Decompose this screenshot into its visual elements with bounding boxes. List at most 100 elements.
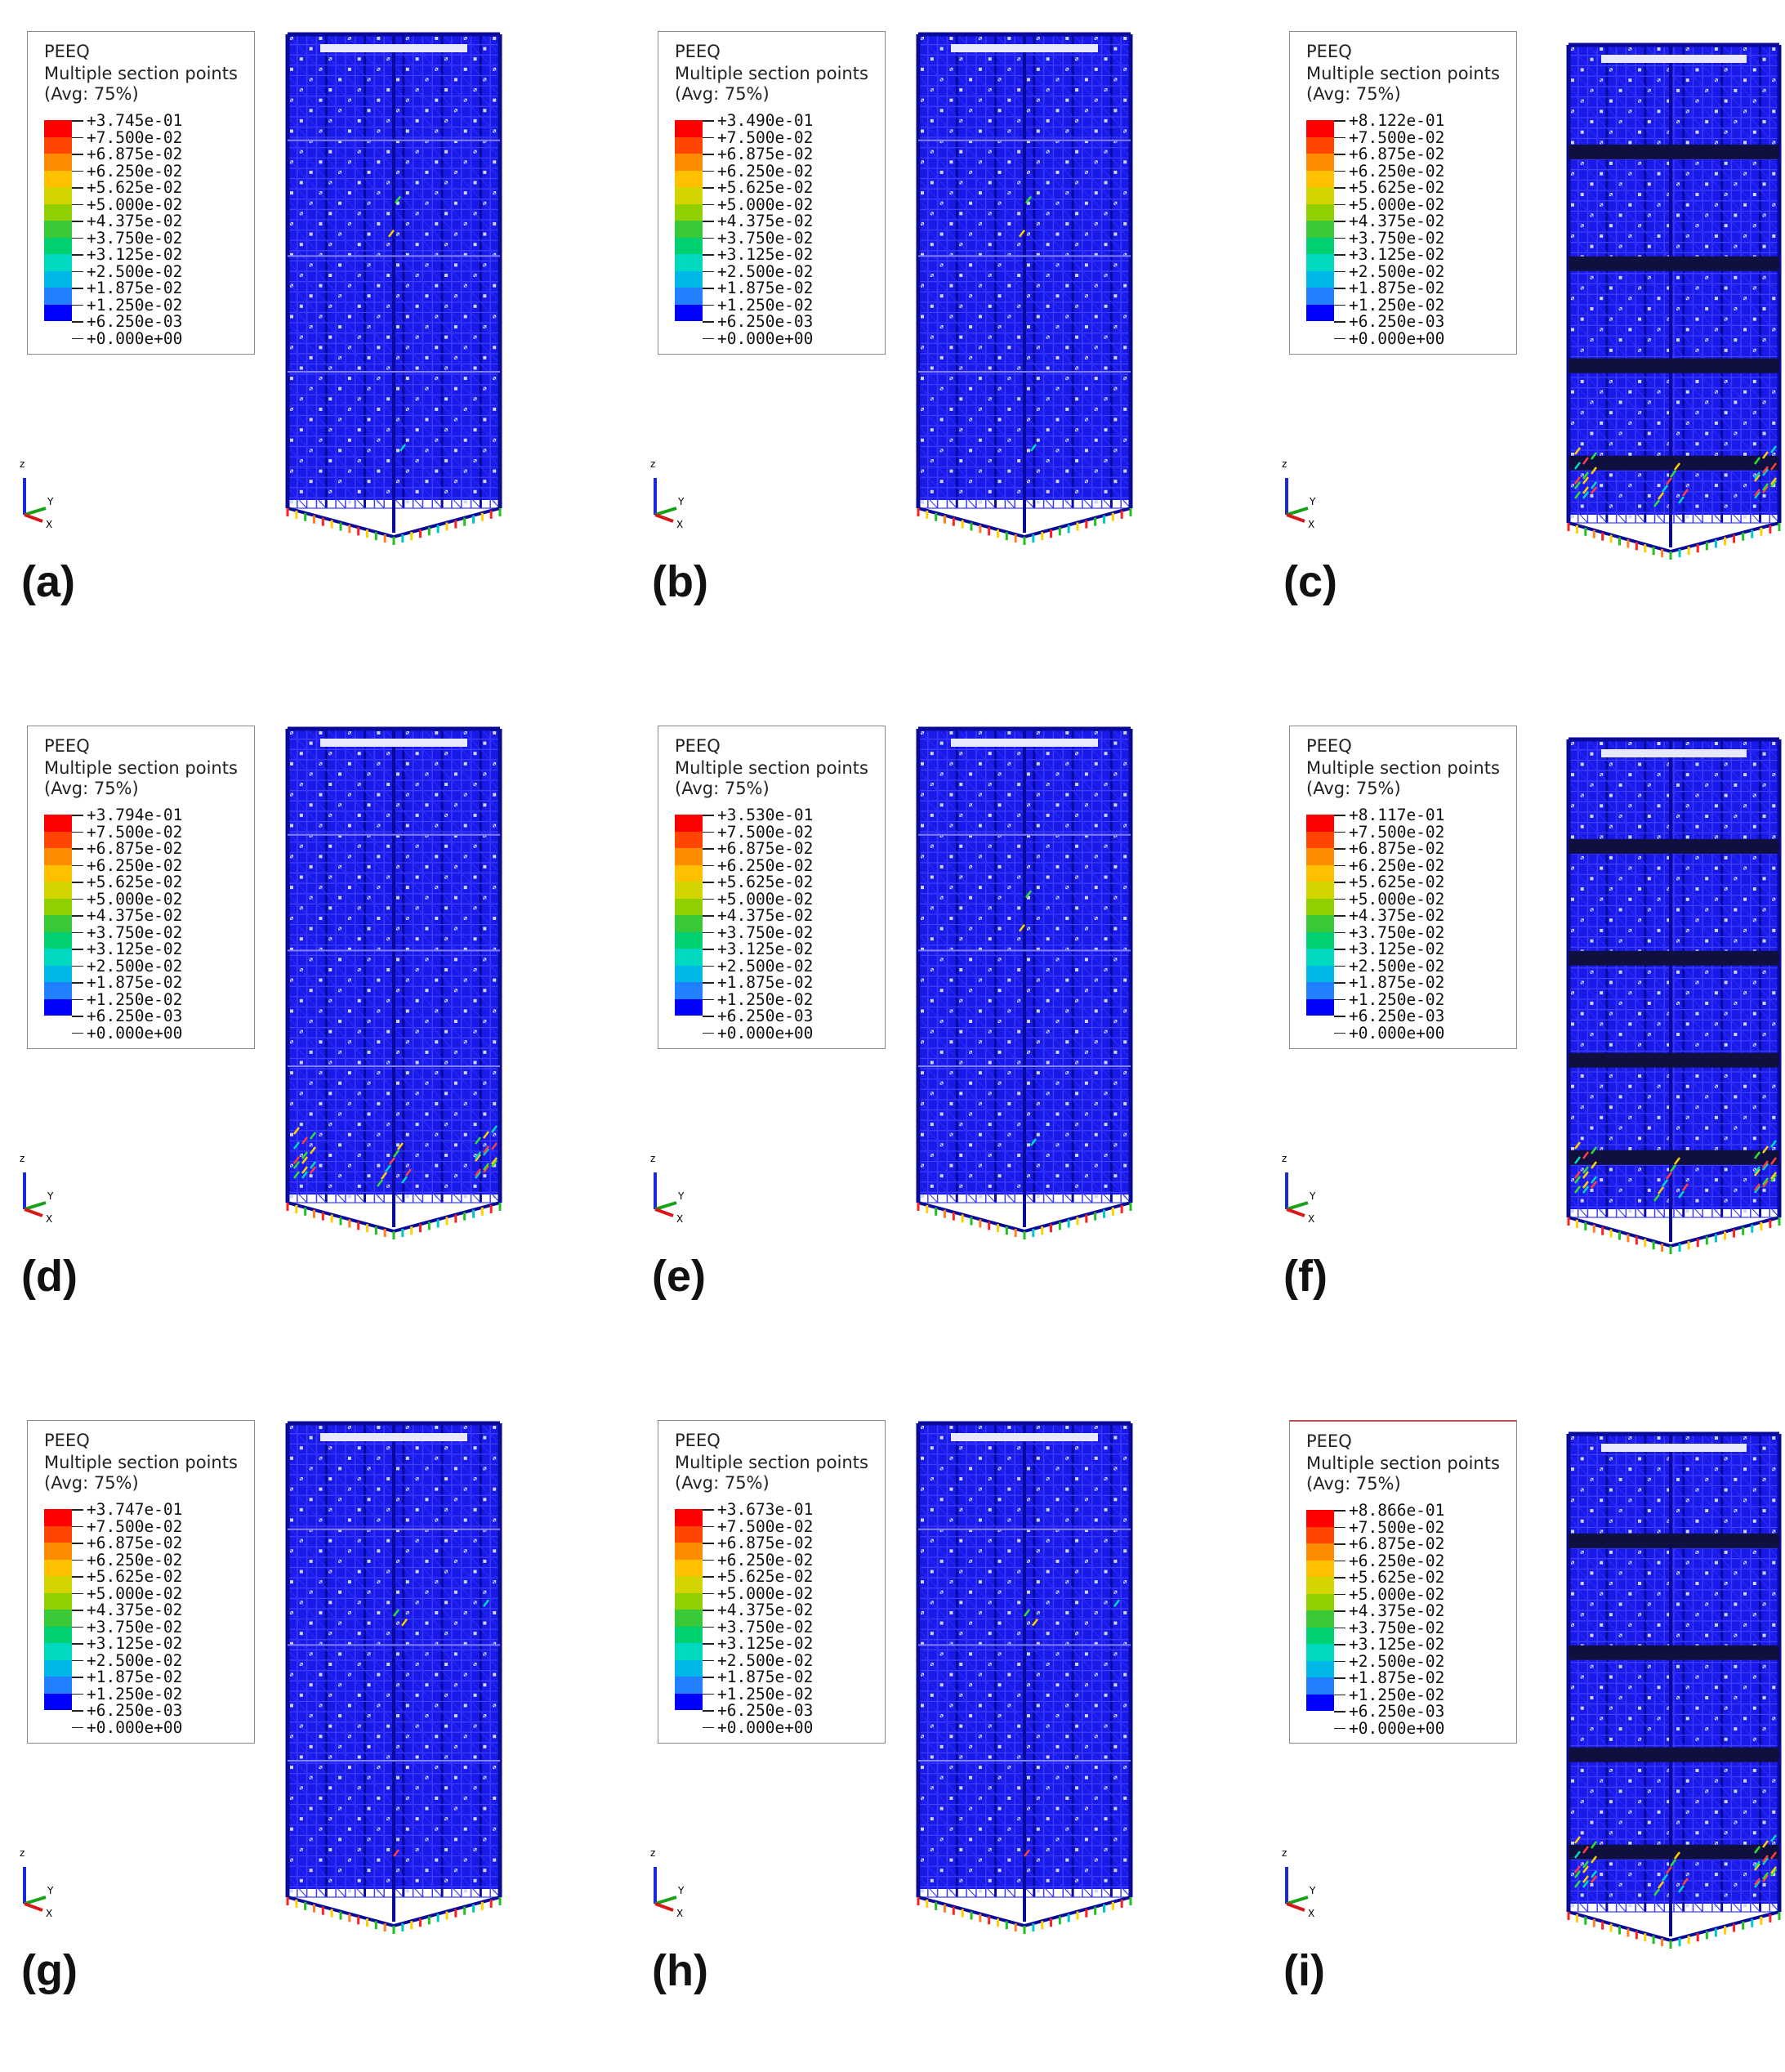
scale-tick: [1334, 932, 1345, 934]
scale-swatch: [44, 1694, 72, 1711]
legend-avg: (Avg: 75%): [44, 780, 139, 797]
panel-label: (f): [1283, 1254, 1328, 1298]
scale-tick: [72, 1016, 83, 1017]
roof-opening: [1601, 55, 1747, 63]
scale-tick: [703, 321, 714, 323]
belt-band: [1569, 951, 1779, 966]
legend-tick-label: +6.250e-02: [1349, 1553, 1444, 1570]
scale-tick: [703, 865, 714, 867]
figure-panel-h: PEEQ Multiple section points (Avg: 75%) …: [631, 1389, 1225, 2072]
roof-opening: [320, 44, 467, 52]
legend-tick-label: +3.125e-02: [717, 1636, 813, 1652]
legend-subtitle: Multiple section points: [44, 760, 238, 777]
scale-swatch: [1306, 288, 1334, 305]
scale-tick: [703, 1576, 714, 1578]
scale-tick: [1334, 1594, 1345, 1596]
scale-tick: [1334, 238, 1345, 239]
scale-tick: [1334, 171, 1345, 172]
legend-tick-label: +1.875e-02: [1349, 1670, 1444, 1686]
scale-tick: [703, 1033, 714, 1034]
legend-tick-label: +6.875e-02: [1349, 1536, 1444, 1552]
scale-swatch: [1306, 305, 1334, 322]
scale-tick: [1334, 338, 1345, 340]
legend-tick-label: +4.375e-02: [717, 1602, 813, 1619]
scale-swatch: [675, 1509, 703, 1526]
legend-tick-label: +6.250e-02: [87, 163, 182, 180]
legend-tick-label: +5.000e-02: [717, 1586, 813, 1602]
triad-y-label: Y: [1309, 496, 1316, 507]
scale-swatch: [1306, 137, 1334, 154]
tower-model: [884, 0, 1186, 572]
scale-swatch: [675, 949, 703, 966]
tower-drawing: [1528, 0, 1785, 572]
y-axis-arrow: [25, 1897, 46, 1904]
contour-legend: PEEQ Multiple section points (Avg: 75%) …: [658, 726, 886, 1049]
legend-tick-label: +7.500e-02: [717, 1519, 813, 1535]
color-scale: +3.745e-01+7.500e-02+6.875e-02+6.250e-02…: [44, 120, 72, 341]
legend-tick-label: +6.250e-03: [87, 1008, 182, 1025]
legend-tick-label: +2.500e-02: [1349, 1654, 1444, 1670]
legend-tick-label: +3.750e-02: [717, 230, 813, 247]
legend-tick-label: +5.625e-02: [1349, 1570, 1444, 1586]
figure-panel-b: PEEQ Multiple section points (Avg: 75%) …: [631, 0, 1225, 683]
legend-tick-label: +3.125e-02: [1349, 247, 1444, 263]
scale-swatch: [675, 1543, 703, 1560]
legend-tick-label: +7.500e-02: [87, 824, 182, 841]
scale-swatch: [44, 932, 72, 949]
legend-max-value: +3.530e-01: [717, 807, 813, 824]
legend-tick-label: +2.500e-02: [1349, 958, 1444, 975]
legend-tick-label: +5.000e-02: [87, 1586, 182, 1602]
legend-variable: PEEQ: [44, 1432, 90, 1449]
legend-tick-label: +7.500e-02: [717, 130, 813, 146]
legend-tick-label: +3.750e-02: [717, 1619, 813, 1636]
legend-avg: (Avg: 75%): [675, 86, 770, 103]
scale-tick: [1334, 1543, 1345, 1545]
scale-swatch: [675, 848, 703, 865]
scale-tick: [1334, 999, 1345, 1001]
tower-drawing: [884, 0, 1186, 572]
triad-y-label: Y: [1309, 1885, 1316, 1896]
scale-tick: [703, 1610, 714, 1611]
legend-tick-label: +5.625e-02: [717, 1569, 813, 1585]
roof-opening: [951, 1433, 1098, 1441]
scale-tick: [703, 882, 714, 883]
roof-opening: [320, 1433, 467, 1441]
legend-tick-label: +6.250e-02: [87, 858, 182, 874]
legend-max-value: +3.490e-01: [717, 113, 813, 129]
scale-swatch: [1306, 271, 1334, 288]
scale-swatch: [44, 1677, 72, 1694]
scale-swatch: [675, 1560, 703, 1577]
y-axis-arrow: [1287, 508, 1308, 515]
legend-tick-label: +7.500e-02: [87, 130, 182, 146]
legend-tick-label: +5.000e-02: [1349, 197, 1444, 213]
scale-swatch: [675, 120, 703, 137]
scale-tick: [703, 221, 714, 222]
scale-swatch: [44, 1627, 72, 1644]
scale-swatch: [1306, 966, 1334, 983]
legend-tick-label: +6.250e-02: [87, 1552, 182, 1569]
roof-opening: [1601, 749, 1747, 757]
scale-tick: [703, 1694, 714, 1695]
scale-tick: [703, 254, 714, 256]
legend-tick-label: +6.875e-02: [717, 841, 813, 857]
legend-tick-label: +5.625e-02: [717, 180, 813, 196]
scale-swatch: [44, 271, 72, 288]
scale-swatch: [1306, 120, 1334, 137]
panel-label: (i): [1283, 1949, 1325, 1993]
legend-tick-label: +6.875e-02: [717, 146, 813, 163]
scale-swatch: [1306, 865, 1334, 882]
legend-avg: (Avg: 75%): [675, 1475, 770, 1492]
scale-tick: [72, 815, 83, 816]
roof-opening: [951, 739, 1098, 747]
figure-panel-d: PEEQ Multiple section points (Avg: 75%) …: [0, 694, 595, 1378]
legend-tick-label: +6.250e-03: [1349, 1704, 1444, 1720]
scale-tick: [72, 321, 83, 323]
scale-tick: [72, 137, 83, 139]
scale-tick: [703, 1677, 714, 1678]
triad-y-label: Y: [47, 496, 54, 507]
legend-tick-label: +3.750e-02: [717, 925, 813, 941]
y-axis-arrow: [1287, 1203, 1308, 1209]
scale-swatch: [1306, 238, 1334, 255]
